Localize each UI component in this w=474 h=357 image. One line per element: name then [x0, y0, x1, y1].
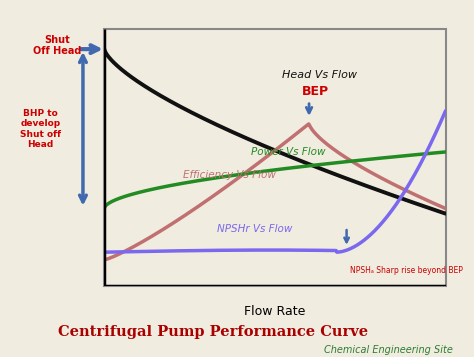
Text: NPSHₐ Sharp rise beyond BEP: NPSHₐ Sharp rise beyond BEP	[350, 266, 463, 275]
Text: BEP: BEP	[302, 85, 329, 98]
Text: Power Vs Flow: Power Vs Flow	[251, 147, 326, 157]
Text: Shut
Off Head: Shut Off Head	[33, 35, 81, 56]
Text: BHP to
develop
Shut off
Head: BHP to develop Shut off Head	[20, 109, 61, 149]
Text: Head Vs Flow: Head Vs Flow	[282, 70, 357, 80]
Text: NPSHr Vs Flow: NPSHr Vs Flow	[217, 224, 292, 234]
Text: Efficiency Vs Flow: Efficiency Vs Flow	[183, 170, 276, 180]
Text: Flow Rate: Flow Rate	[244, 305, 306, 318]
Text: Centrifugal Pump Performance Curve: Centrifugal Pump Performance Curve	[58, 325, 368, 339]
Text: Chemical Engineering Site: Chemical Engineering Site	[324, 345, 453, 355]
